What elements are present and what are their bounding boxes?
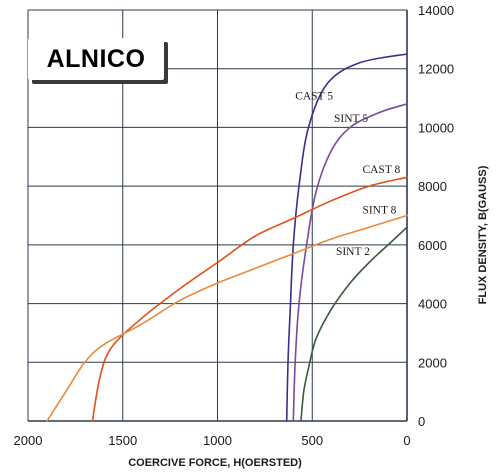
series-group — [46, 53, 408, 422]
series-line-sint-5 — [292, 103, 408, 422]
y-tick-label: 0 — [418, 414, 425, 429]
y-tick-label: 10000 — [418, 120, 454, 135]
badge-label: ALNICO — [46, 45, 146, 73]
curve-label: SINT 5 — [334, 113, 368, 125]
alnico-badge: ALNICO — [28, 38, 164, 80]
curve-label: CAST 8 — [362, 164, 400, 176]
curve-label: SINT 2 — [336, 246, 370, 258]
y-tick-label: 8000 — [418, 179, 447, 194]
x-tick-label: 1000 — [203, 433, 232, 448]
y-tick-label: 4000 — [418, 297, 447, 312]
series-line-sint-8 — [46, 214, 408, 422]
series-line-cast-8 — [91, 176, 408, 422]
y-tick-label: 2000 — [418, 355, 447, 370]
y-axis-label: FLUX DENSITY, B(GAUSS) — [477, 165, 489, 304]
x-tick-label: 0 — [403, 433, 410, 448]
x-tick-label: 2000 — [14, 433, 43, 448]
x-tick-label: 1500 — [108, 433, 137, 448]
x-tick-label: 500 — [301, 433, 323, 448]
curve-label: CAST 5 — [295, 91, 333, 103]
y-tick-label: 12000 — [418, 62, 454, 77]
series-line-cast-5 — [285, 53, 408, 422]
y-tick-label: 14000 — [418, 3, 454, 18]
series-line-sint-2 — [300, 226, 408, 422]
tick-labels-group: 2000 1500 1000 500 00 2000 4000 6000 8000 10000 12… — [14, 3, 455, 448]
x-axis-label: COERCIVE FORCE, H(OERSTED) — [128, 457, 302, 469]
y-tick-label: 6000 — [418, 238, 447, 253]
curve-label: SINT 8 — [362, 204, 396, 216]
